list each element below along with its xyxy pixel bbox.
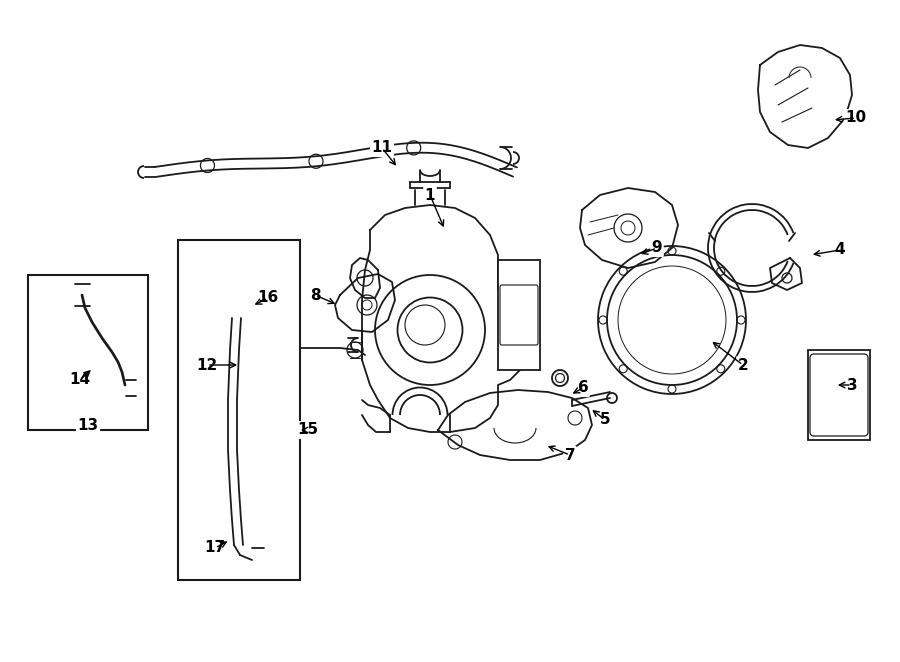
Text: 2: 2	[738, 357, 749, 373]
Text: 14: 14	[69, 373, 91, 387]
Text: 10: 10	[845, 111, 867, 126]
Bar	[498, 260, 540, 370]
Text: 11: 11	[372, 140, 392, 156]
Text: 1: 1	[425, 187, 436, 203]
Text: 3: 3	[847, 377, 858, 393]
Text: 9: 9	[652, 240, 662, 256]
Bar	[178, 240, 300, 580]
Bar	[28, 275, 148, 430]
Text: 6: 6	[578, 381, 589, 395]
Text: 5: 5	[599, 412, 610, 428]
FancyBboxPatch shape	[810, 354, 868, 436]
Text: 4: 4	[834, 242, 845, 258]
Text: 7: 7	[564, 448, 575, 463]
Text: 13: 13	[77, 418, 99, 432]
Text: 8: 8	[310, 287, 320, 303]
FancyBboxPatch shape	[500, 285, 538, 345]
Text: 16: 16	[257, 291, 279, 305]
Text: 17: 17	[204, 540, 226, 555]
Text: 12: 12	[196, 357, 218, 373]
Bar	[808, 350, 870, 440]
Text: 15: 15	[297, 422, 319, 438]
